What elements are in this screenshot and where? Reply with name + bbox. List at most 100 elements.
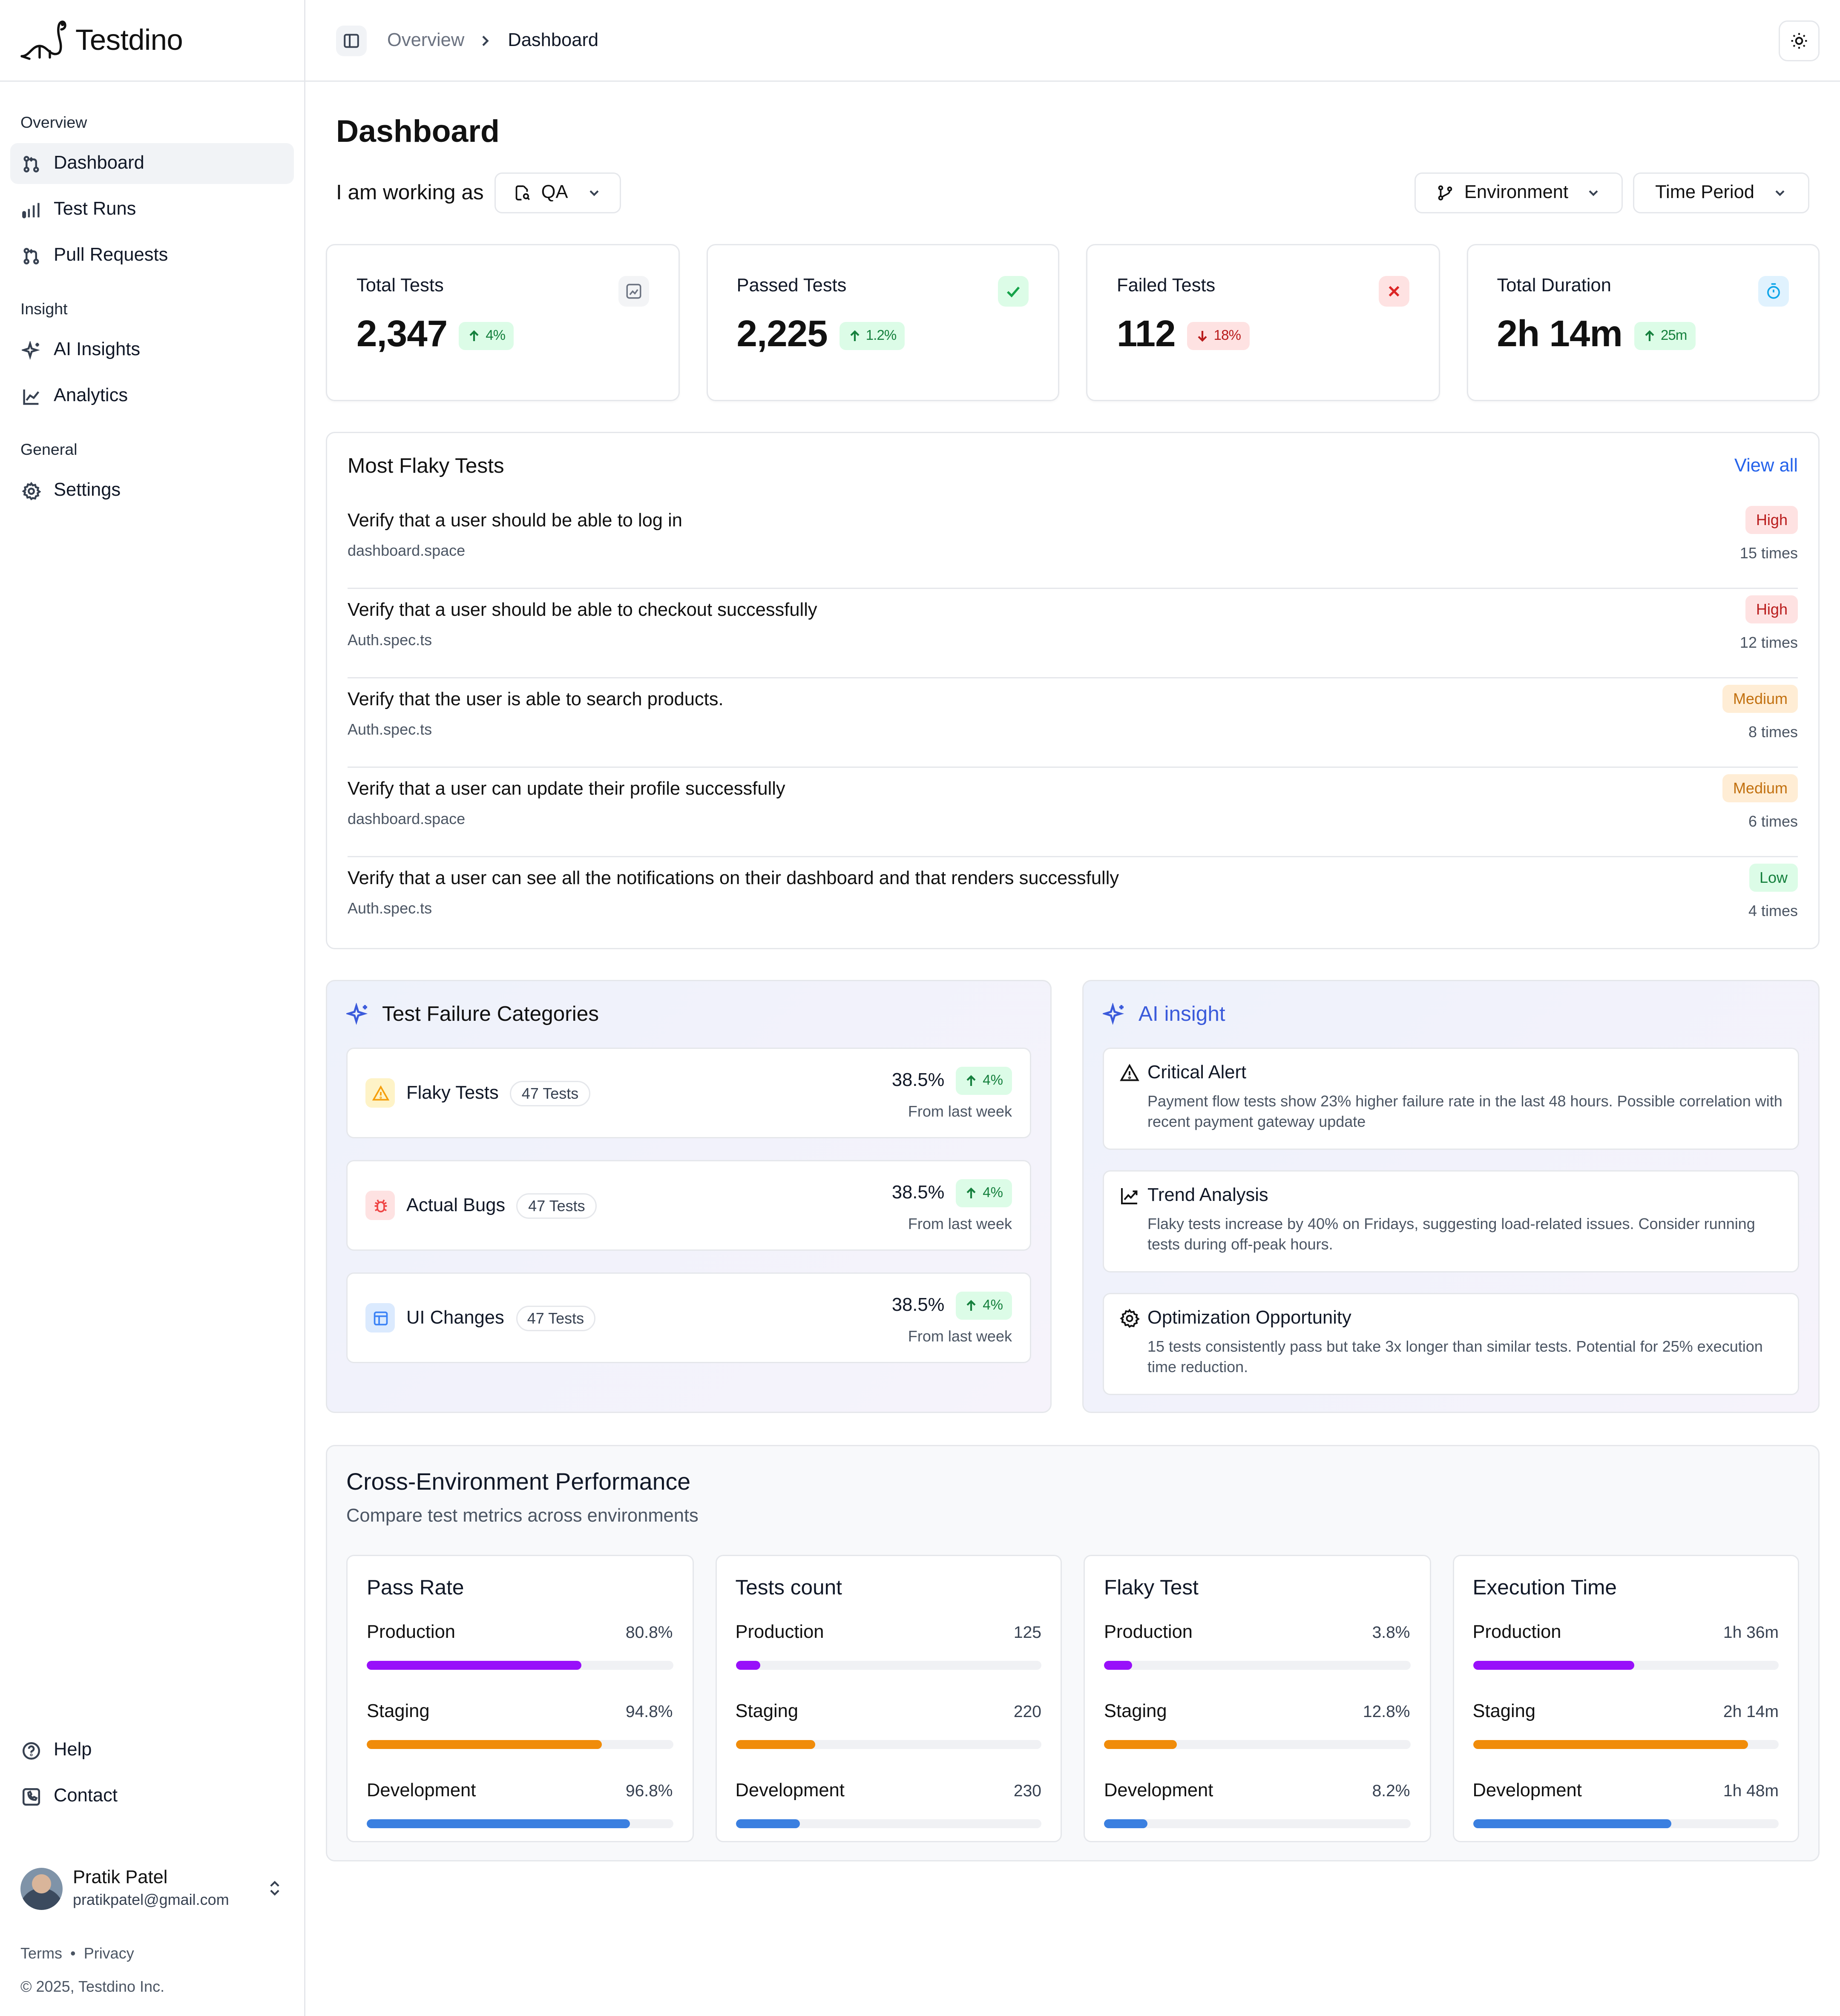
avatar <box>20 1867 63 1910</box>
privacy-link[interactable]: Privacy <box>83 1944 134 1962</box>
kpi-card-total-duration[interactable]: Total Duration 2h 14m 25m <box>1466 244 1820 401</box>
progress-fill <box>367 1661 581 1670</box>
arrow-up-icon <box>965 1186 978 1199</box>
role-selector-row: I am working as QA <box>336 172 621 213</box>
sidebar-item-settings[interactable]: Settings <box>10 470 294 511</box>
environment-value: 80.8% <box>625 1623 673 1642</box>
metric-title: Flaky Test <box>1104 1577 1199 1600</box>
test-name: Verify that a user should be able to log… <box>348 511 682 531</box>
most-flaky-tests-card: Most Flaky Tests View all Verify that a … <box>326 432 1820 949</box>
failure-category-item[interactable]: UI Changes 47 Tests 38.5% 4% From last w… <box>346 1272 1031 1363</box>
card-title: AI insight <box>1138 1002 1225 1025</box>
role-select[interactable]: QA <box>494 172 621 213</box>
sidebar-item-analytics[interactable]: Analytics <box>10 376 294 416</box>
environment-value: 2h 14m <box>1723 1702 1779 1721</box>
theme-toggle-button[interactable] <box>1779 20 1820 61</box>
flaky-test-row[interactable]: Verify that a user should be able to log… <box>348 500 1798 589</box>
insight-title: Critical Alert <box>1147 1063 1247 1083</box>
breadcrumb-overview[interactable]: Overview <box>387 30 465 51</box>
sparkles-icon <box>22 340 41 360</box>
progress-fill <box>735 1819 800 1828</box>
time-period-label: Time Period <box>1655 183 1754 203</box>
environment-value: 230 <box>1013 1781 1041 1800</box>
flaky-test-row[interactable]: Verify that a user should be able to che… <box>348 589 1798 678</box>
test-file: Auth.spec.ts <box>348 631 432 649</box>
nav-general-section: General Settings <box>0 437 304 511</box>
progress-fill <box>1472 1740 1748 1749</box>
sidebar: Testdino Overview Dashboard Test Runs Pu… <box>0 0 305 2016</box>
sidebar-item-ai-insights[interactable]: AI Insights <box>10 330 294 370</box>
sidebar-item-label: Settings <box>54 480 121 501</box>
progress-track <box>367 1740 673 1749</box>
gear-icon <box>22 481 41 500</box>
environment-value: 3.8% <box>1372 1623 1410 1642</box>
main-content: Dashboard I am working as QA Environment… <box>305 82 1840 2016</box>
time-period-filter[interactable]: Time Period <box>1633 172 1809 213</box>
flaky-test-row[interactable]: Verify that a user can see all the notif… <box>348 857 1798 947</box>
arrow-down-icon <box>1196 329 1209 342</box>
insight-item[interactable]: Trend Analysis Flaky tests increase by 4… <box>1103 1170 1799 1272</box>
insight-item[interactable]: Optimization Opportunity 15 tests consis… <box>1103 1293 1799 1395</box>
environment-name: Production <box>367 1623 455 1643</box>
nav-heading-overview: Overview <box>20 114 87 132</box>
kpi-value: 2,225 <box>736 314 828 355</box>
kpi-label: Failed Tests <box>1117 276 1216 296</box>
brand[interactable]: Testdino <box>0 0 304 82</box>
sidebar-item-dashboard[interactable]: Dashboard <box>10 143 294 184</box>
kpi-card-failed-tests[interactable]: Failed Tests 112 18% <box>1086 244 1440 401</box>
environment-row: Development 96.8% <box>367 1781 673 1828</box>
flaky-count: 12 times <box>1739 634 1798 652</box>
kpi-card-passed-tests[interactable]: Passed Tests 2,225 1.2% <box>706 244 1059 401</box>
flaky-count: 4 times <box>1748 902 1798 920</box>
category-percent: 38.5% <box>891 1295 945 1315</box>
progress-fill <box>367 1740 603 1749</box>
warning-icon <box>365 1078 395 1108</box>
dino-logo-icon <box>19 17 68 63</box>
copyright: © 2025, Testdino Inc. <box>20 1978 165 1996</box>
environment-name: Staging <box>1104 1702 1167 1722</box>
environment-row: Production 80.8% <box>367 1623 673 1670</box>
delta-value: 4% <box>983 1072 1003 1088</box>
kpi-row: Total Tests 2,347 4% Passed Tests 2,225 … <box>326 244 1820 401</box>
environment-value: 96.8% <box>625 1781 673 1800</box>
metric-title: Tests count <box>735 1577 842 1600</box>
flaky-test-row[interactable]: Verify that a user can update their prof… <box>348 768 1798 857</box>
flaky-test-row[interactable]: Verify that the user is able to search p… <box>348 678 1798 768</box>
chart-square-icon <box>618 276 649 307</box>
delta-badge: 4% <box>956 1066 1012 1094</box>
progress-track <box>735 1661 1041 1670</box>
environment-row: Staging 94.8% <box>367 1702 673 1749</box>
environment-value: 12.8% <box>1363 1702 1410 1721</box>
view-all-link[interactable]: View all <box>1734 456 1798 477</box>
test-name: Verify that a user can update their prof… <box>348 779 785 800</box>
environment-filter[interactable]: Environment <box>1414 172 1624 213</box>
kpi-card-total-tests[interactable]: Total Tests 2,347 4% <box>326 244 679 401</box>
arrow-up-icon <box>965 1074 978 1087</box>
category-percent: 38.5% <box>891 1182 945 1203</box>
failure-category-item[interactable]: Actual Bugs 47 Tests 38.5% 4% From last … <box>346 1160 1031 1251</box>
chevron-right-icon <box>480 34 492 47</box>
progress-track <box>367 1819 673 1828</box>
environment-row: Development 230 <box>735 1781 1041 1828</box>
kpi-label: Total Duration <box>1497 276 1611 296</box>
tests-count-badge: 47 Tests <box>517 1192 597 1218</box>
category-name: Actual Bugs <box>406 1195 506 1216</box>
sidebar-item-pull-requests[interactable]: Pull Requests <box>10 235 294 276</box>
severity-badge: Low <box>1749 864 1798 892</box>
severity-badge: High <box>1745 595 1798 623</box>
sidebar-item-test-runs[interactable]: Test Runs <box>10 189 294 230</box>
insight-text: Payment flow tests show 23% higher failu… <box>1147 1092 1782 1131</box>
topbar: Overview Dashboard <box>305 0 1840 82</box>
flaky-count: 15 times <box>1739 544 1798 562</box>
panel-left-icon <box>342 32 360 49</box>
insight-item[interactable]: Critical Alert Payment flow tests show 2… <box>1103 1048 1799 1150</box>
terms-link[interactable]: Terms <box>20 1944 63 1962</box>
sidebar-item-contact[interactable]: Contact <box>10 1776 294 1817</box>
failure-category-item[interactable]: Flaky Tests 47 Tests 38.5% 4% From last … <box>346 1048 1031 1138</box>
git-pull-request-icon <box>22 154 41 173</box>
user-menu[interactable]: Pratik Patel pratikpatel@gmail.com <box>0 1858 304 1919</box>
sidebar-item-help[interactable]: Help <box>10 1730 294 1771</box>
sparkles-icon <box>346 1003 369 1026</box>
sidebar-toggle-button[interactable] <box>336 25 367 56</box>
environment-value: 220 <box>1013 1702 1041 1721</box>
